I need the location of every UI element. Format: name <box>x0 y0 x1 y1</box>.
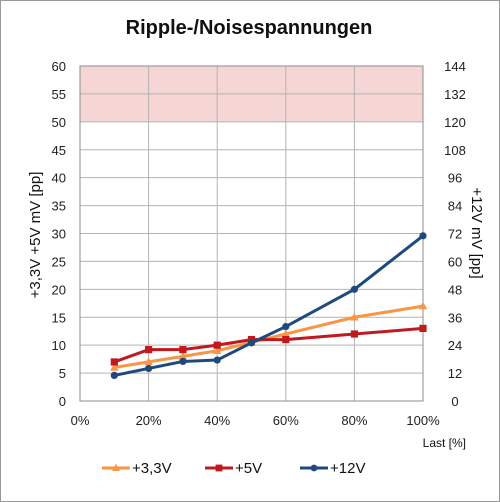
y-tick-left: 25 <box>52 254 66 269</box>
series-point <box>179 346 187 354</box>
y-tick-left: 55 <box>52 87 66 102</box>
series-point <box>145 364 153 373</box>
series-point <box>145 346 153 354</box>
series-line <box>114 234 424 377</box>
x-tick: 100% <box>406 413 440 428</box>
x-tick: 0% <box>71 413 90 428</box>
legend: +3,3V +5V +12V <box>102 460 365 477</box>
y-tick-right: 96 <box>448 171 462 186</box>
series-point <box>215 464 223 472</box>
series-point <box>213 346 222 354</box>
y-tick-right: 0 <box>451 394 458 409</box>
series-point <box>281 329 290 338</box>
x-tick: 40% <box>204 413 230 428</box>
series-point <box>350 330 358 338</box>
y-tick-right: 24 <box>448 338 462 353</box>
series-3-3v <box>110 301 428 371</box>
legend-label: +5V <box>235 460 262 477</box>
y-tick-left: 10 <box>52 338 66 353</box>
y-axis-right-label: +12V mV [pp] <box>468 187 485 278</box>
y-tick-left: 15 <box>52 310 66 325</box>
series-line <box>113 326 424 364</box>
y-tick-right: 60 <box>448 254 462 269</box>
series-point <box>418 301 428 310</box>
series-line <box>114 304 424 369</box>
legend-item: +3,3V <box>102 460 172 477</box>
y-tick-right: 12 <box>448 366 462 381</box>
y-tick-left: 40 <box>52 171 66 186</box>
y-tick-right: 36 <box>448 310 462 325</box>
y-tick-left: 35 <box>52 199 66 214</box>
series-point <box>178 351 188 360</box>
series-point <box>110 371 118 380</box>
series-point <box>112 463 120 471</box>
y-tick-left: 50 <box>52 115 66 130</box>
y-tick-right: 144 <box>444 59 466 74</box>
series-point <box>247 339 256 347</box>
legend-label: +3,3V <box>132 460 172 477</box>
y-tick-right: 84 <box>448 199 462 214</box>
chart-title: Ripple-/Noisespannungen <box>126 17 373 39</box>
series-point <box>213 341 221 349</box>
legend-item: +12V <box>300 460 365 477</box>
x-tick: 20% <box>136 413 162 428</box>
y-tick-left: 30 <box>52 227 66 242</box>
series-point <box>350 312 359 321</box>
legend-item: +5V <box>205 460 262 477</box>
y-tick-left: 0 <box>59 394 66 409</box>
series-point <box>310 464 318 472</box>
y-tick-right: 108 <box>444 143 466 158</box>
y-tick-right: 120 <box>444 115 466 130</box>
y-tick-left: 60 <box>52 59 66 74</box>
y-tick-left: 20 <box>52 282 66 297</box>
series-point <box>110 363 119 371</box>
series-point <box>144 357 153 366</box>
y-tick-left: 45 <box>52 143 66 158</box>
y-tick-left: 5 <box>59 366 66 381</box>
series-point <box>419 232 427 240</box>
y-tick-right: 72 <box>448 227 462 242</box>
series-point <box>419 324 427 333</box>
y-tick-right: 132 <box>444 87 466 102</box>
series-point <box>282 335 290 344</box>
x-tick: 80% <box>341 413 367 428</box>
x-tick: 60% <box>273 413 299 428</box>
series-point <box>282 322 290 331</box>
y-axis-left-label: +3,3V +5V mV [pp] <box>27 172 44 299</box>
series-point <box>110 358 118 366</box>
legend-label: +12V <box>330 460 365 477</box>
series-point <box>179 357 187 366</box>
x-axis-label: Last [%] <box>423 436 466 450</box>
series-12v <box>110 232 427 380</box>
gridlines <box>80 66 423 401</box>
series-point <box>213 356 221 364</box>
series-point <box>350 285 358 293</box>
y-tick-right: 48 <box>448 282 462 297</box>
tick-labels: 0 5 10 15 20 25 30 35 40 45 50 55 60 0 12 24 36 48 60 72 84 9… <box>52 59 466 428</box>
series-layer <box>110 232 428 380</box>
